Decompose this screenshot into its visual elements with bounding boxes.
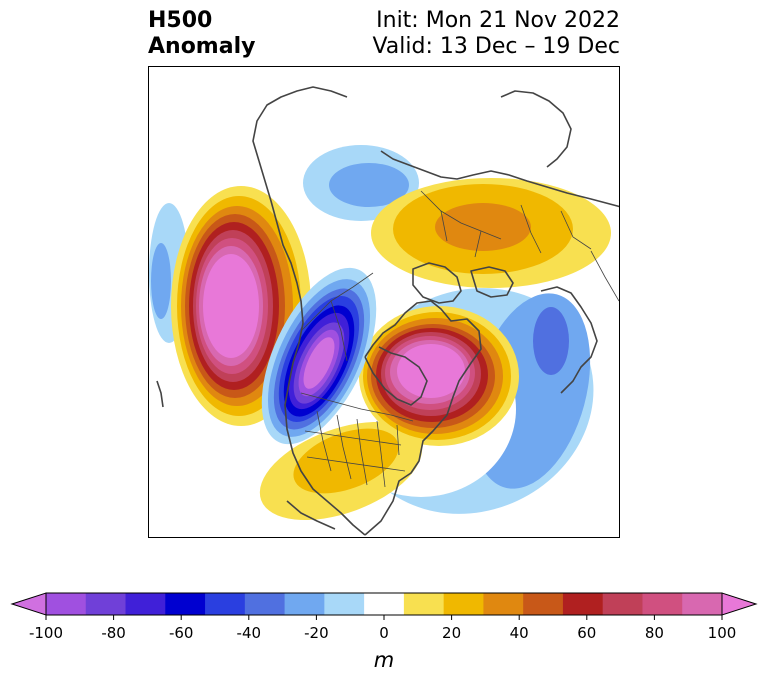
colorbar-box [205, 593, 246, 615]
colorbar-tick-label: -80 [101, 624, 126, 642]
colorbar-box [46, 593, 87, 615]
ne-pacific-ridge [149, 186, 311, 426]
western-canada-trough [261, 267, 377, 445]
valid-range: Valid: 13 Dec – 19 Dec [372, 34, 620, 59]
colorbar-box [602, 593, 643, 615]
colorbar-box [523, 593, 564, 615]
colorbar-boxes [46, 593, 723, 615]
colorbar-box [165, 593, 206, 615]
colorbar-tick-label: -20 [304, 624, 329, 642]
anomaly-map-svg [149, 86, 619, 536]
colorbar-box [244, 593, 286, 615]
colorbar-box [324, 593, 365, 615]
colorbar-tick-label: 80 [645, 624, 664, 642]
colorbar-box [642, 593, 683, 615]
southern-us-ridge [259, 421, 423, 521]
map-subtitle: Init: Mon 21 Nov 2022 Valid: 13 Dec – 19… [372, 8, 620, 60]
colorbar-tick-label: -60 [169, 624, 194, 642]
colorbar-box [284, 593, 325, 615]
colorbar-box [483, 593, 524, 615]
colorbar-box [364, 593, 405, 615]
colorbar-tick-label: 60 [577, 624, 596, 642]
map-title: H500 Anomaly [148, 8, 255, 60]
colorbar-unit-label: m [374, 648, 394, 672]
colorbar-box [125, 593, 166, 615]
init-date: Init: Mon 21 Nov 2022 [376, 8, 620, 33]
colorbar-right-extend [721, 592, 758, 616]
title-field: Anomaly [148, 34, 256, 59]
arctic-trough [303, 145, 419, 221]
colorbar-tick-label: 100 [708, 624, 737, 642]
colorbar: -100 -80 -60 -40 -20 0 20 40 60 80 100 m [10, 592, 758, 672]
colorbar-box [682, 593, 723, 615]
colorbar-tick-label: -40 [237, 624, 262, 642]
coastlines [156, 86, 619, 536]
hudson-bay-ridge [359, 306, 519, 446]
colorbar-left-extend [10, 592, 47, 616]
colorbar-tick-label: 40 [510, 624, 529, 642]
colorbar-tick-label: -100 [29, 624, 63, 642]
siberia-ridge [371, 178, 611, 288]
colorbar-tick-label: 0 [379, 624, 389, 642]
colorbar-ticks: -100 -80 -60 -40 -20 0 20 40 60 80 100 [29, 615, 736, 642]
colorbar-box [562, 593, 604, 615]
colorbar-box [85, 593, 127, 615]
colorbar-tick-label: 20 [442, 624, 461, 642]
anomaly-map [148, 66, 620, 538]
colorbar-box [403, 593, 445, 615]
borders [300, 190, 619, 488]
title-variable: H500 [148, 8, 213, 33]
colorbar-box [443, 593, 484, 615]
